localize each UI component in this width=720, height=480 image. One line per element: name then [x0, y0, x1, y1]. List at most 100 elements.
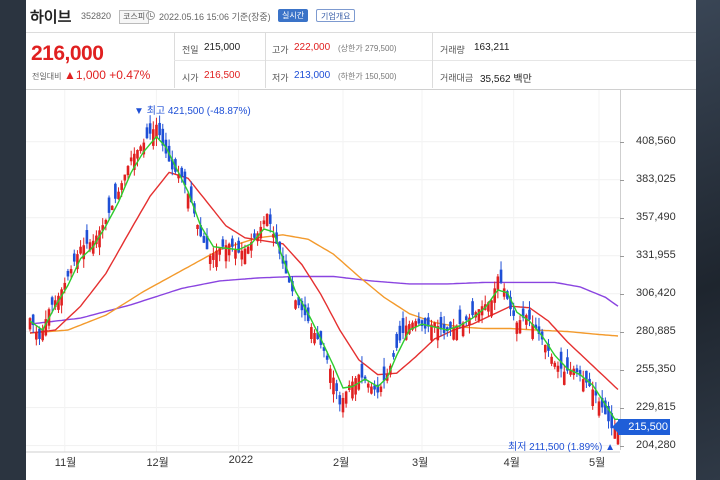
- candle-body: [126, 166, 130, 176]
- candle-body: [379, 386, 383, 393]
- volume-label: 거래량: [440, 45, 465, 55]
- y-tick-label: 331,955: [636, 248, 676, 261]
- realtime-button[interactable]: 실시간: [278, 9, 309, 22]
- candle-body: [57, 295, 60, 310]
- candle-body: [139, 146, 142, 151]
- company-overview-button[interactable]: 기업개요: [316, 9, 356, 22]
- stock-panel: 하이브 352820 코스피 2022.05.16 15:06 기준(장중) 실…: [26, 0, 696, 480]
- candle-body: [332, 377, 335, 395]
- candle-body: [294, 300, 297, 309]
- candle-body: [335, 383, 338, 392]
- y-tick-mark: [620, 293, 624, 295]
- candle-body: [202, 236, 206, 243]
- candle-body: [145, 127, 149, 139]
- y-tick-mark: [620, 407, 624, 409]
- candle-body: [186, 193, 190, 209]
- candle-body: [275, 232, 278, 244]
- candle-body: [499, 269, 503, 283]
- candle-body: [398, 325, 402, 341]
- current-price-marker: 215,500: [612, 419, 670, 435]
- candle-body: [351, 381, 354, 399]
- candle-body: [417, 318, 421, 324]
- y-tick-label: 306,420: [636, 286, 676, 299]
- candle-body: [360, 363, 364, 378]
- candle-body: [543, 344, 547, 353]
- candle-body: [547, 343, 550, 351]
- candle-body: [461, 322, 465, 337]
- ma5-line: [29, 135, 618, 420]
- candle-body: [477, 309, 481, 321]
- candle-body: [575, 368, 579, 373]
- x-tick-label: 12월: [146, 457, 169, 469]
- candle-body: [427, 317, 430, 327]
- x-tick-label: 5월: [589, 457, 606, 469]
- candle-body: [28, 318, 32, 330]
- candle-body: [69, 269, 73, 274]
- clock-icon: [146, 11, 155, 20]
- price-change: ▲1,000 +0.47%: [64, 68, 150, 82]
- low-annotation-text: 최저 211,500 (1.89%): [508, 442, 603, 453]
- candlestick-chart: [26, 90, 620, 453]
- stock-name: 하이브: [30, 9, 72, 26]
- candle-body: [221, 239, 225, 247]
- candle-body: [205, 235, 209, 250]
- x-tick-label: 11월: [54, 457, 77, 469]
- candle-body: [72, 253, 76, 262]
- candle-body: [38, 328, 41, 339]
- candle-body: [208, 255, 212, 264]
- current-price: 216,000: [31, 42, 104, 65]
- candle-body: [325, 355, 329, 360]
- candle-body: [411, 322, 414, 330]
- candle-body: [509, 296, 512, 310]
- candle-body: [550, 356, 553, 364]
- candle-body: [291, 280, 294, 292]
- candle-body: [199, 225, 203, 237]
- candle-body: [537, 326, 541, 334]
- candle-body: [442, 323, 446, 333]
- candle-body: [262, 220, 266, 225]
- candle-body: [155, 124, 158, 138]
- candle-body: [189, 186, 193, 203]
- candle-body: [35, 332, 38, 340]
- candle-body: [129, 157, 133, 162]
- candle-body: [515, 322, 519, 334]
- candle-body: [265, 214, 269, 227]
- candle-body: [278, 241, 282, 254]
- candle-body: [452, 327, 455, 340]
- candle-body: [303, 304, 307, 316]
- candle-body: [196, 224, 199, 229]
- y-tick-label: 357,490: [636, 210, 676, 223]
- candle-body: [420, 320, 424, 327]
- price-box: 216,000 전일대비 ▲1,000 +0.47%: [26, 33, 175, 88]
- candle-body: [249, 242, 253, 251]
- candle-body: [300, 300, 304, 311]
- candle-body: [439, 316, 443, 330]
- candle-body: [408, 324, 411, 334]
- candle-body: [354, 378, 357, 395]
- prev-close-label: 전일: [182, 45, 199, 55]
- y-tick-label: 255,350: [636, 362, 676, 375]
- divider: [432, 33, 433, 88]
- candle-body: [287, 277, 291, 283]
- candle-body: [341, 397, 345, 413]
- candle-body: [44, 319, 48, 336]
- x-tick-label: 2월: [332, 457, 350, 469]
- y-tick-label: 383,025: [636, 172, 676, 185]
- change-amount: ▲1,000: [64, 68, 106, 82]
- candle-body: [114, 183, 117, 199]
- y-tick-mark: [620, 331, 624, 333]
- candle-body: [231, 238, 234, 247]
- candle-body: [534, 324, 538, 329]
- candle-body: [370, 386, 373, 394]
- candle-body: [458, 309, 462, 325]
- y-tick-mark: [620, 445, 624, 447]
- candle-body: [329, 368, 332, 383]
- candle-body: [85, 230, 89, 244]
- open-label: 시가: [182, 73, 199, 83]
- stock-code: 352820: [81, 11, 112, 21]
- prev-close-value: 215,000: [204, 42, 241, 53]
- high-annotation-text: 최고 421,500 (-48.87%): [146, 106, 251, 117]
- candle-body: [79, 246, 82, 254]
- candle-body: [502, 288, 506, 297]
- high-value: 222,000: [294, 42, 331, 53]
